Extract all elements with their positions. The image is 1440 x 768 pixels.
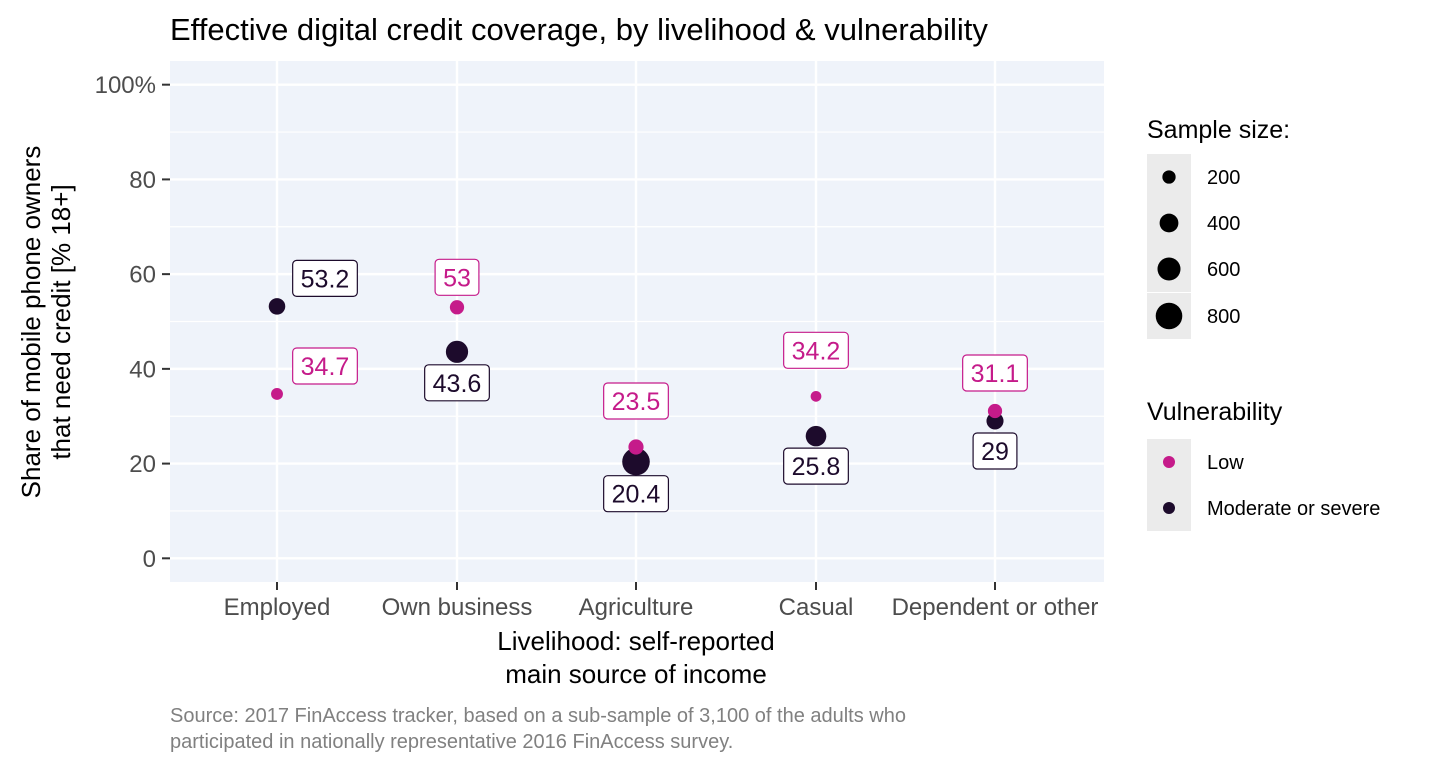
- data-label-text: 20.4: [612, 481, 661, 509]
- data-point: [987, 403, 1003, 419]
- color-legend-key: [1163, 502, 1175, 514]
- data-label: 25.8: [783, 447, 849, 485]
- data-label-text: 53.2: [301, 265, 350, 293]
- data-label-box: [292, 259, 358, 297]
- color-legend-label: Low: [1207, 452, 1244, 474]
- size-legend-label: 800: [1207, 306, 1240, 328]
- y-tick-label: 40: [129, 356, 156, 383]
- y-tick-label: 20: [129, 451, 156, 478]
- data-label-text: 23.5: [612, 388, 661, 416]
- data-point: [622, 447, 650, 476]
- data-label-text: 53: [443, 264, 471, 292]
- data-label: 34.2: [783, 331, 849, 369]
- y-tick-label: 100%: [95, 72, 156, 99]
- data-label-box: [424, 364, 490, 402]
- data-label: 31.1: [962, 354, 1028, 392]
- caption-line: participated in nationally representativ…: [170, 731, 733, 753]
- data-point: [449, 300, 465, 315]
- data-label-text: 25.8: [792, 453, 841, 481]
- data-point: [271, 388, 283, 400]
- x-tick-label: Employed: [224, 594, 331, 621]
- x-tick-label: Own business: [382, 594, 533, 621]
- size-legend-key: [1157, 257, 1181, 281]
- data-label-box: [972, 432, 1018, 470]
- color-legend-key: [1163, 456, 1175, 468]
- chart-title: Effective digital credit coverage, by li…: [170, 12, 988, 47]
- data-label-box: [783, 331, 849, 369]
- size-legend-key: [1155, 302, 1183, 330]
- data-label-box: [603, 382, 669, 420]
- color-legend-label: Moderate or severe: [1207, 498, 1380, 520]
- data-label: 23.5: [603, 382, 669, 420]
- y-tick-label: 0: [143, 546, 156, 573]
- y-tick-label: 60: [129, 262, 156, 289]
- y-axis-title: that need credit [% 18+]: [46, 184, 76, 459]
- y-axis-title: Share of mobile phone owners: [16, 146, 46, 499]
- data-label-text: 43.6: [433, 370, 482, 398]
- data-label: 53.2: [292, 259, 358, 297]
- data-point: [810, 390, 822, 402]
- data-label-box: [292, 347, 358, 385]
- y-tick-label: 80: [129, 167, 156, 194]
- data-label: 20.4: [603, 475, 670, 513]
- data-label-text: 29: [981, 438, 1009, 466]
- x-tick-label: Agriculture: [579, 594, 694, 621]
- data-label-text: 34.2: [792, 337, 841, 365]
- data-label: 43.6: [424, 364, 490, 402]
- data-point: [628, 439, 644, 455]
- x-axis-title: Livelihood: self-reported: [497, 626, 775, 656]
- size-legend-key: [1162, 170, 1176, 184]
- size-legend-title: Sample size:: [1147, 116, 1290, 144]
- size-legend-key: [1159, 213, 1179, 233]
- data-point: [445, 340, 469, 363]
- data-label: 29: [972, 432, 1018, 470]
- data-label-box: [783, 447, 849, 485]
- data-label-text: 34.7: [301, 353, 350, 381]
- data-label-box: [962, 354, 1028, 392]
- data-label-box: [603, 475, 670, 513]
- data-point: [805, 425, 827, 447]
- x-tick-label: Casual: [779, 594, 854, 621]
- data-point: [268, 298, 286, 315]
- size-legend-label: 200: [1207, 167, 1240, 189]
- size-legend-label: 400: [1207, 213, 1240, 235]
- size-legend-label: 600: [1207, 259, 1240, 281]
- data-label: 53: [434, 258, 480, 296]
- x-axis-title: main source of income: [505, 659, 767, 689]
- data-label-text: 31.1: [971, 360, 1020, 388]
- data-label: 34.7: [292, 347, 358, 385]
- caption-line: Source: 2017 FinAccess tracker, based on…: [170, 705, 906, 727]
- color-legend-title: Vulnerability: [1147, 398, 1283, 426]
- x-tick-label: Dependent or other: [892, 594, 1099, 621]
- data-label-box: [434, 258, 480, 296]
